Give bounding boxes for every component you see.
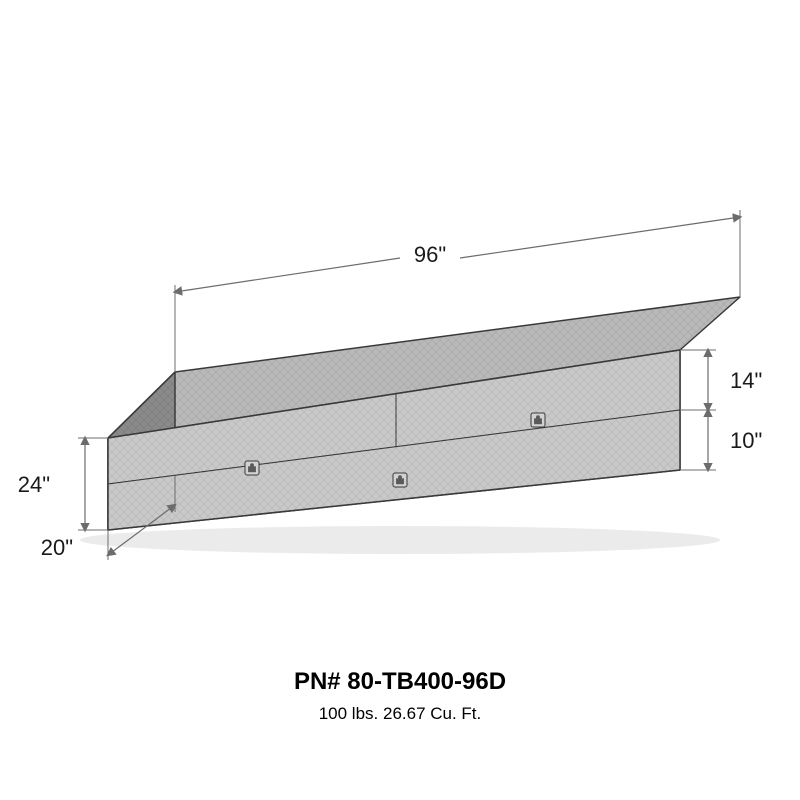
part-number-prefix: PN# (294, 668, 347, 695)
caption-block: PN# 80-TB400-96D 100 lbs. 26.67 Cu. Ft. (0, 668, 800, 724)
weight-volume-spec: 100 lbs. 26.67 Cu. Ft. (0, 704, 800, 724)
svg-text:24": 24" (18, 472, 50, 497)
part-number-value: 80-TB400-96D (347, 668, 506, 695)
part-number: PN# 80-TB400-96D (0, 668, 800, 696)
svg-text:14": 14" (730, 368, 762, 393)
diagram-stage: 96" 24" 20" 14" 10" PN# 80-TB400-96D 100 lbs… (0, 0, 800, 800)
svg-text:20": 20" (41, 535, 73, 560)
svg-text:96": 96" (414, 242, 446, 267)
svg-text:10": 10" (730, 428, 762, 453)
